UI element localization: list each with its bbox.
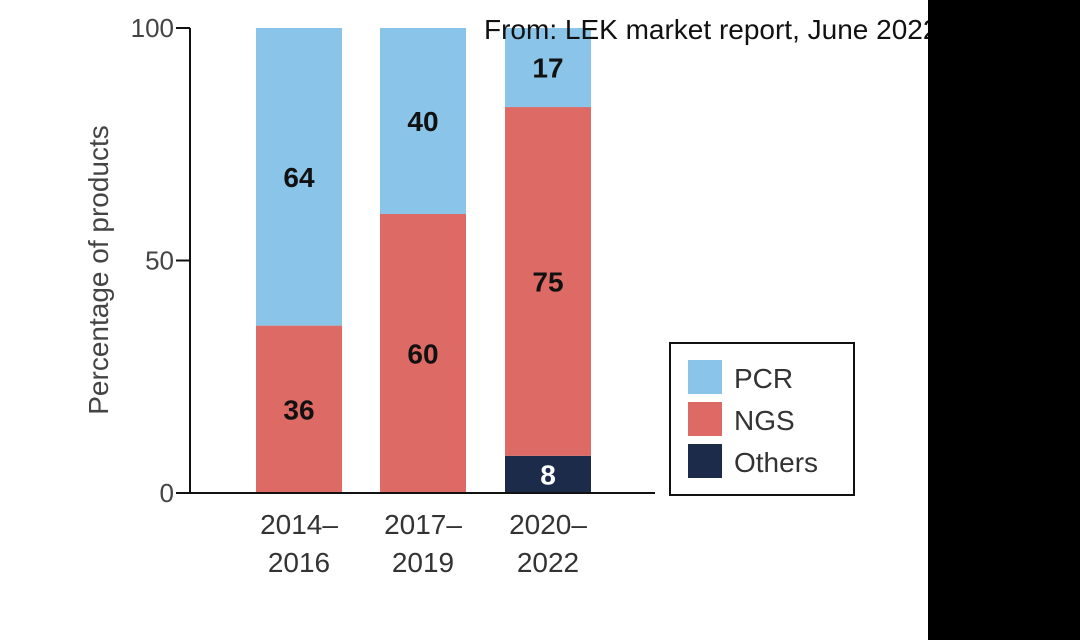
x-tick-label: 2016 xyxy=(268,547,330,578)
y-tick-label: 100 xyxy=(131,13,174,43)
data-label: 17 xyxy=(532,53,563,84)
data-label: 40 xyxy=(407,106,438,137)
legend-label: Others xyxy=(734,447,818,478)
y-axis: 0 50 100 xyxy=(131,13,191,508)
legend-swatch-ngs xyxy=(688,402,722,436)
y-tick-label: 50 xyxy=(145,246,174,276)
data-label: 75 xyxy=(532,266,563,297)
legend-label: PCR xyxy=(734,363,793,394)
bar-segment-pcr xyxy=(380,28,466,214)
source-note: From: LEK market report, June 2022 xyxy=(484,14,939,45)
x-tick-label: 2017– xyxy=(384,509,462,540)
x-tick-label: 2020– xyxy=(509,509,587,540)
data-label: 64 xyxy=(283,162,315,193)
bar-segment-pcr xyxy=(256,28,342,326)
legend-swatch-others xyxy=(688,444,722,478)
bar-segment-ngs xyxy=(380,214,466,493)
x-tick-label: 2019 xyxy=(392,547,454,578)
data-label: 36 xyxy=(283,394,314,425)
x-axis: 2014– 2016 2017– 2019 2020– 2022 xyxy=(176,492,655,578)
legend-swatch-pcr xyxy=(688,360,722,394)
x-tick-label: 2014– xyxy=(260,509,338,540)
data-label: 60 xyxy=(407,339,438,370)
bar-segment-ngs xyxy=(505,107,591,456)
data-label: 8 xyxy=(540,459,556,490)
legend: PCR NGS Others xyxy=(669,342,855,496)
black-edge-panel xyxy=(928,0,1080,640)
bar-segment-pcr xyxy=(505,28,591,108)
bar-segment-others xyxy=(505,455,591,493)
y-axis-label: Percentage of products xyxy=(83,125,114,415)
bar-segment-ngs xyxy=(256,325,342,493)
legend-label: NGS xyxy=(734,405,795,436)
y-tick-label: 0 xyxy=(160,478,174,508)
x-tick-label: 2022 xyxy=(517,547,579,578)
bars: 36 64 60 40 8 75 17 xyxy=(256,28,591,493)
